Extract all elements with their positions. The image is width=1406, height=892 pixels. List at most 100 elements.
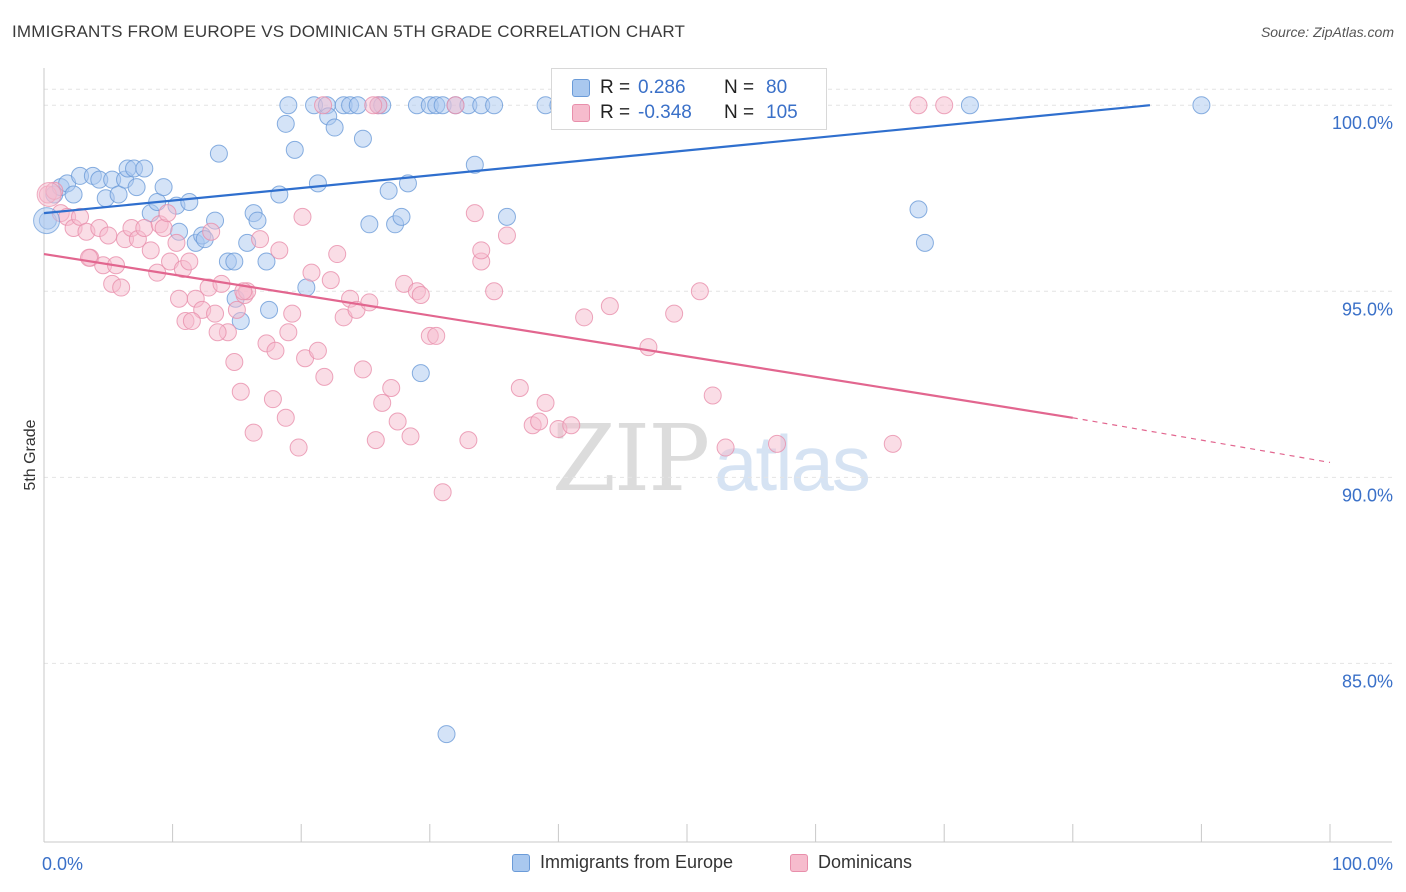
europe-point — [225, 252, 244, 271]
n-label: N = — [724, 77, 755, 98]
dominican-point — [472, 241, 491, 260]
r-label: R = — [600, 77, 631, 98]
stats-legend-box: R = 0.286 N = 80 R = -0.348 N = 105 — [551, 68, 827, 130]
europe-point — [360, 215, 379, 234]
dominican-point — [665, 304, 684, 323]
dominican-point — [270, 241, 289, 260]
dominican-point — [36, 182, 62, 208]
dominican-point — [388, 412, 407, 431]
dominican-point — [283, 304, 302, 323]
dominican-point — [883, 434, 902, 453]
europe-legend-swatch — [512, 853, 530, 872]
n-value: 105 — [766, 102, 798, 123]
dominican-point — [366, 431, 385, 450]
dominican-point — [112, 278, 131, 297]
dominican-point — [141, 241, 160, 260]
dominican-point — [208, 323, 227, 342]
europe-point — [348, 96, 367, 115]
dominican-point — [170, 289, 189, 308]
dominican-point — [251, 230, 270, 249]
europe-point — [257, 252, 276, 271]
stats-row-dominican: R = -0.348 N = 105 — [572, 101, 798, 125]
europe-point — [279, 96, 298, 115]
x-tick-label: 100.0% — [1332, 854, 1393, 874]
dominican-point — [446, 96, 465, 115]
legend-item-europe[interactable]: Immigrants from Europe — [512, 852, 733, 873]
y-axis-label: 5th Grade — [22, 419, 39, 490]
dominican-point — [373, 393, 392, 412]
europe-point — [276, 114, 295, 133]
dominican-point — [225, 352, 244, 371]
dominican-point — [690, 282, 709, 301]
dominican-point — [276, 408, 295, 427]
dominican-point — [167, 233, 186, 252]
europe-point — [392, 207, 411, 226]
dominican-point — [293, 207, 312, 226]
r-value: 0.286 — [638, 77, 686, 98]
dominican-point — [600, 297, 619, 316]
trend-layer — [43, 104, 1331, 464]
dominican-point — [768, 434, 787, 453]
europe-point — [909, 200, 928, 219]
dominican-point — [716, 438, 735, 457]
dominican-point — [485, 282, 504, 301]
y-tick-label: 90.0% — [1342, 485, 1393, 505]
axis-layer — [43, 68, 1392, 843]
dominican-point — [263, 390, 282, 409]
dominican-point — [401, 427, 420, 446]
dominican-swatch — [572, 104, 590, 122]
dominican-point — [308, 341, 327, 360]
grid-layer — [44, 88, 1392, 664]
dominican-point — [639, 338, 658, 357]
europe-point — [353, 129, 372, 148]
europe-trend-line — [43, 104, 1151, 215]
r-label: R = — [600, 102, 631, 123]
y-tick-label: 95.0% — [1342, 299, 1393, 319]
dominican-point — [99, 226, 118, 245]
watermark: ZIPatlas — [552, 405, 871, 512]
dominican-point — [703, 386, 722, 405]
europe-point — [411, 364, 430, 383]
dominican-point — [231, 382, 250, 401]
dominican-point — [135, 219, 154, 238]
dominican-point — [182, 312, 201, 331]
europe-point — [154, 178, 173, 197]
dominican-point — [353, 360, 372, 379]
europe-point — [248, 211, 267, 230]
r-value: -0.348 — [638, 102, 692, 123]
legend-item-dominican[interactable]: Dominicans — [790, 852, 912, 873]
dominican-point — [364, 96, 383, 115]
watermark-atlas: atlas — [714, 419, 871, 507]
dominican-point — [321, 271, 340, 290]
dominican-point — [427, 326, 446, 345]
dominican-point — [433, 483, 452, 502]
dominican-point — [289, 438, 308, 457]
dominican-point — [382, 379, 401, 398]
europe-point — [109, 185, 128, 204]
europe-point — [308, 174, 327, 193]
dominican-point — [80, 248, 99, 267]
dominican-point — [315, 367, 334, 386]
europe-point — [379, 181, 398, 200]
dominican-point — [360, 293, 379, 312]
dominican-trend-line — [43, 252, 1073, 419]
dominican-point — [575, 308, 594, 327]
europe-point — [960, 96, 979, 115]
dominican-point — [562, 416, 581, 435]
bottom-legend: Immigrants from Europe Dominicans — [0, 852, 1406, 878]
dominican-point — [206, 304, 225, 323]
dominican-point — [328, 245, 347, 264]
dominican-point — [302, 263, 321, 282]
europe-point — [437, 725, 456, 744]
europe-point — [64, 185, 83, 204]
europe-point — [915, 233, 934, 252]
point-layer — [33, 96, 1211, 744]
label-layer: 100.0% 95.0% 90.0% 85.0% 0.0% 100.0% 5th Grade — [22, 113, 1393, 874]
europe-point — [33, 207, 61, 235]
dominican-point — [202, 222, 221, 241]
dominican-point — [71, 207, 90, 226]
europe-point — [180, 192, 199, 211]
dominican-point — [411, 285, 430, 304]
y-tick-label: 100.0% — [1332, 113, 1393, 133]
dominican-point — [536, 393, 555, 412]
